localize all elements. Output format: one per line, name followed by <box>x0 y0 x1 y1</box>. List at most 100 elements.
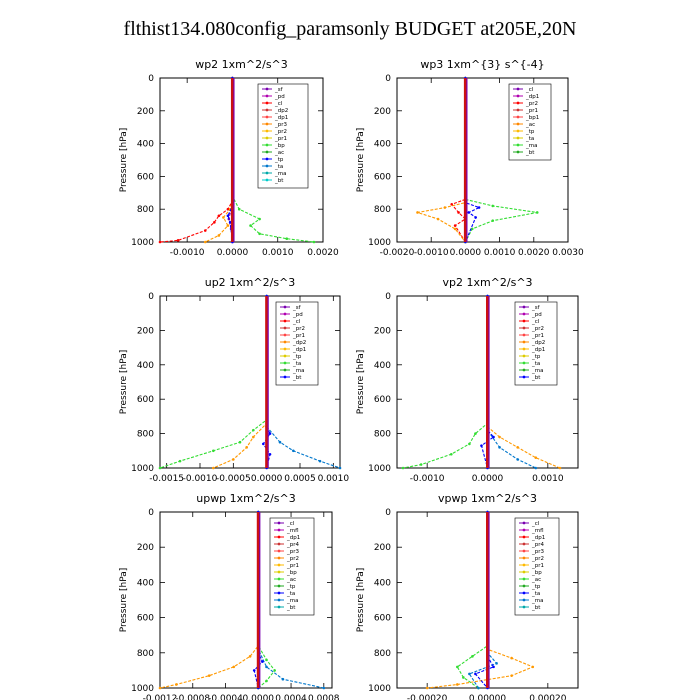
x-tick-label: 0.0020 <box>518 248 550 258</box>
y-tick-label: 200 <box>137 543 154 553</box>
chart-panel-3: up2 1xm^2/s^3 Pressure [hPa] 0 200 400 600 800… <box>119 276 349 484</box>
legend-label: _dp1 <box>531 535 545 541</box>
series-point <box>238 440 242 444</box>
legend-label: _mfl <box>531 528 544 534</box>
legend-label: _dp1 <box>531 347 545 353</box>
legend-marker <box>522 577 526 581</box>
legend-marker <box>522 563 526 567</box>
chart-panel-1: wp2 1xm^2/s^3 Pressure [hPa] 0 200 400 600 800… <box>119 58 339 258</box>
series-point <box>474 432 477 435</box>
chart-panel-6: vpwp 1xm^2/s^3 Pressure [hPa] 0 200 400 600 80… <box>356 492 579 700</box>
series-point <box>443 206 447 209</box>
series-point <box>278 440 282 444</box>
legend-label: _cl <box>531 319 540 325</box>
legend-label: _bt <box>286 605 296 611</box>
plot-frame <box>159 295 341 469</box>
legend-marker <box>283 347 287 351</box>
legend-box <box>514 517 560 616</box>
series-point <box>510 656 513 660</box>
series-line-dp1 <box>450 78 467 243</box>
legend-marker <box>516 122 520 126</box>
legend-marker <box>265 122 269 126</box>
legend-marker <box>283 368 287 372</box>
legend-marker <box>277 556 281 560</box>
legend-marker <box>516 108 520 112</box>
legend-box <box>257 83 309 189</box>
legend-marker <box>265 129 269 133</box>
y-tick-label: 200 <box>374 543 391 553</box>
series-point <box>462 676 465 679</box>
y-tick-label: 600 <box>137 395 154 405</box>
series-point <box>265 658 268 662</box>
legend-marker <box>522 549 526 553</box>
plot-frame <box>396 77 569 243</box>
legend-marker <box>283 319 287 323</box>
y-tick-label: 200 <box>137 326 154 336</box>
y-tick-label: 0 <box>148 508 154 518</box>
legend-marker <box>516 101 520 105</box>
legend-marker <box>522 319 526 323</box>
legend-marker <box>522 326 526 330</box>
legend-label: _bp <box>286 570 297 576</box>
y-tick-label: 600 <box>374 395 391 405</box>
legend-label: _bt <box>525 150 535 156</box>
legend-label: _tp <box>274 157 284 163</box>
legend-label: _cl <box>292 319 301 325</box>
series-point <box>158 466 162 470</box>
series-point <box>203 229 207 232</box>
legend-marker <box>522 361 526 365</box>
legend-label: _ta <box>525 136 534 142</box>
legend-marker <box>516 129 520 133</box>
plot-frame <box>159 511 333 689</box>
legend-marker <box>265 178 269 182</box>
legend-label: _cl <box>531 521 540 527</box>
legend-marker <box>522 312 526 316</box>
series-point <box>212 466 215 470</box>
series-point <box>265 679 268 683</box>
legend-marker <box>277 577 281 581</box>
series-point <box>176 239 180 242</box>
series-point <box>470 227 474 231</box>
legend-label: _ma <box>525 143 537 149</box>
legend-label: _bp <box>274 143 285 149</box>
legend-label: _ta <box>531 591 540 597</box>
series-point <box>468 442 471 446</box>
legend-marker <box>283 375 287 379</box>
series-point <box>457 211 460 214</box>
series-point <box>312 240 316 244</box>
series-point <box>468 672 471 676</box>
legend-marker <box>277 549 281 553</box>
y-tick-label: 600 <box>137 614 154 624</box>
legend-label: _cl <box>286 521 295 527</box>
legend-marker <box>283 333 287 337</box>
legend-label: _tp <box>531 584 541 590</box>
panel-title: wp2 1xm^2/s^3 <box>195 58 288 71</box>
legend-marker <box>277 563 281 567</box>
series-point <box>248 655 252 658</box>
y-tick-label: 800 <box>374 205 391 215</box>
legend-marker <box>265 143 269 147</box>
legend-box <box>508 83 552 161</box>
legend-marker <box>283 312 287 316</box>
x-tick-label: 0.0008 <box>308 694 340 700</box>
series-line-ta <box>468 512 498 689</box>
legend-marker <box>522 340 526 344</box>
series-point <box>252 435 255 439</box>
series-point <box>456 683 459 686</box>
legend-marker <box>516 143 520 147</box>
legend-label: _cl <box>525 87 534 93</box>
legend-label: _pr3 <box>531 549 545 555</box>
series-point <box>252 669 256 672</box>
series-point <box>318 459 322 463</box>
legend-marker <box>265 157 269 161</box>
series-point <box>285 237 289 241</box>
series-point <box>261 660 264 663</box>
series-point <box>158 240 162 244</box>
legend-label: _dp2 <box>274 108 288 114</box>
legend-box <box>514 301 558 386</box>
y-tick-label: 800 <box>137 205 154 215</box>
series-point <box>338 466 342 470</box>
legend-label: _sf <box>292 305 302 311</box>
series-point <box>268 452 272 456</box>
